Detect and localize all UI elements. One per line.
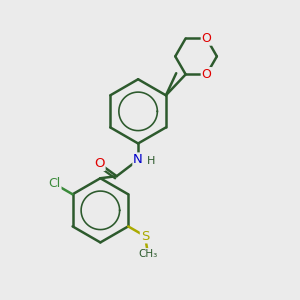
Text: O: O <box>94 157 105 170</box>
Text: H: H <box>146 156 155 166</box>
Text: S: S <box>141 230 149 242</box>
Text: Cl: Cl <box>48 177 61 190</box>
Text: O: O <box>202 32 212 45</box>
Text: O: O <box>202 68 212 81</box>
Text: CH₃: CH₃ <box>138 249 158 259</box>
Text: N: N <box>133 153 143 166</box>
